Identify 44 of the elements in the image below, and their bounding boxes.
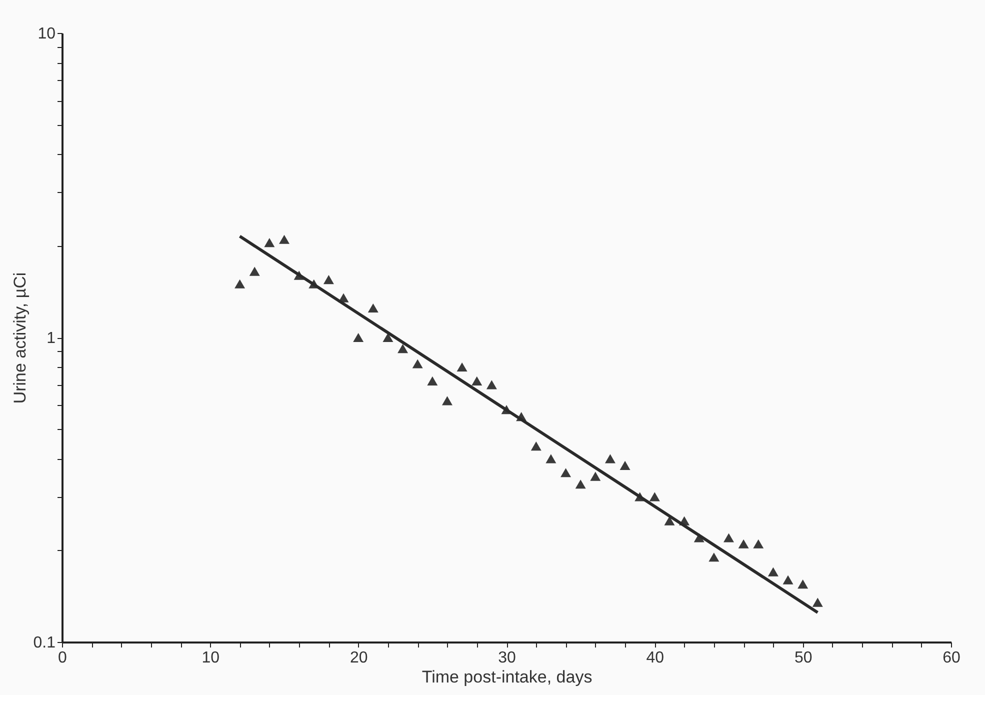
- point: [472, 376, 482, 386]
- point: [768, 567, 778, 576]
- point: [234, 279, 246, 288]
- x-tick-label: 30: [498, 650, 516, 666]
- point: [427, 376, 438, 386]
- y-axis-title: Urine activity, µCi: [10, 272, 30, 404]
- x-tick-label: 50: [794, 650, 812, 666]
- point: [530, 442, 542, 451]
- x-tick-label: 10: [202, 650, 220, 666]
- point: [560, 468, 572, 478]
- x-axis-title: Time post-intake, days: [422, 668, 592, 686]
- point: [264, 238, 275, 248]
- point: [456, 362, 468, 372]
- y-tick-label: 0.1: [33, 634, 56, 652]
- point: [590, 472, 601, 481]
- x-tick-label: 60: [942, 650, 960, 666]
- point: [412, 359, 423, 368]
- point: [486, 380, 497, 390]
- point: [382, 332, 394, 342]
- point: [575, 480, 586, 489]
- y-tick-label: 1: [46, 330, 56, 347]
- point: [279, 234, 290, 244]
- x-tick-label: 0: [58, 650, 68, 666]
- x-tick-label: 20: [350, 650, 368, 666]
- point: [323, 275, 334, 284]
- point: [249, 266, 260, 276]
- point: [738, 539, 749, 548]
- y-tick-label: 10: [38, 26, 56, 42]
- point: [604, 454, 616, 464]
- point: [649, 492, 660, 502]
- point: [353, 332, 364, 342]
- x-tick-label: 40: [646, 650, 664, 666]
- point: [368, 303, 378, 313]
- point: [620, 460, 630, 470]
- point: [398, 344, 408, 354]
- point: [664, 516, 675, 526]
- point: [708, 552, 720, 562]
- point: [798, 580, 808, 589]
- point: [442, 396, 452, 406]
- point: [812, 598, 823, 607]
- point: [546, 454, 556, 464]
- point: [753, 539, 764, 548]
- point: [724, 533, 734, 542]
- point: [782, 575, 794, 584]
